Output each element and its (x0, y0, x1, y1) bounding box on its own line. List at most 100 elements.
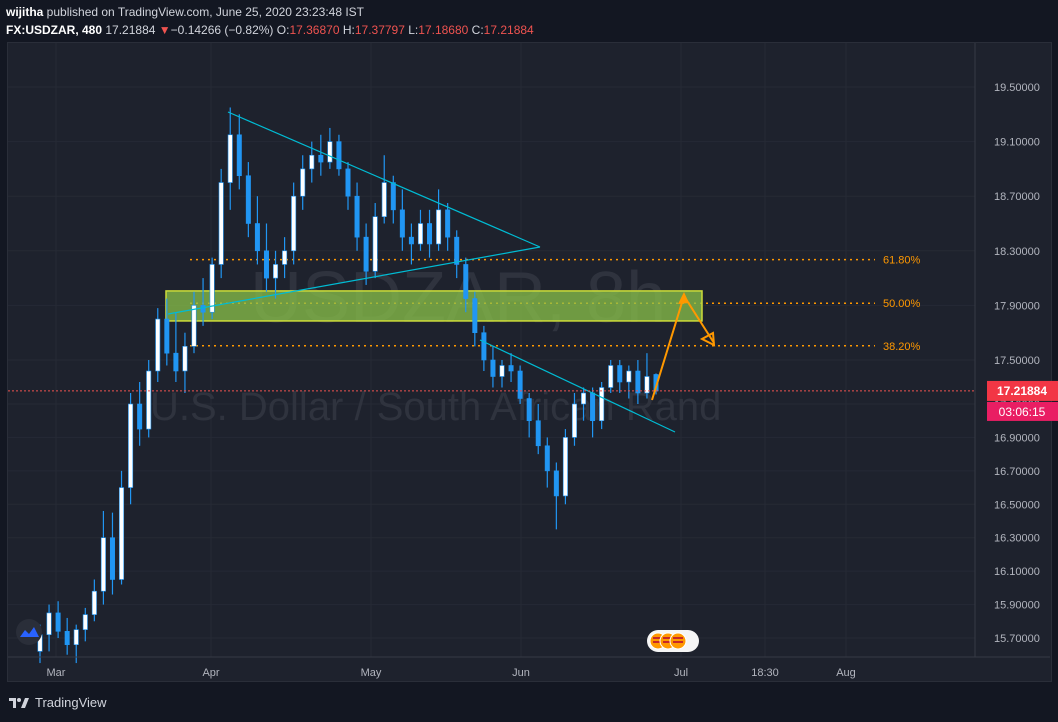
candle[interactable] (191, 291, 197, 354)
candle[interactable] (381, 155, 387, 224)
y-tick-label: 16.90000 (994, 432, 1040, 444)
candle[interactable] (137, 382, 143, 446)
trendline[interactable] (167, 246, 541, 315)
candle[interactable] (499, 360, 505, 388)
candle[interactable] (209, 257, 215, 320)
trendline[interactable] (227, 111, 541, 248)
candle[interactable] (427, 209, 433, 258)
candle-body (508, 365, 514, 372)
candle[interactable] (155, 308, 161, 382)
candle[interactable] (318, 134, 324, 176)
price-chart[interactable]: USDZAR, 8h U.S. Dollar / South African R… (0, 0, 1058, 690)
candle-body (300, 168, 306, 197)
candle[interactable] (417, 209, 423, 251)
candle[interactable] (227, 107, 233, 210)
candle[interactable] (218, 168, 224, 279)
candle[interactable] (490, 346, 496, 388)
candle[interactable] (200, 278, 206, 326)
time-axis: Mar Apr May Jun Jul 18:30 Aug (8, 656, 1050, 679)
candle[interactable] (109, 512, 115, 595)
candle[interactable] (245, 162, 251, 238)
events-badge[interactable] (647, 630, 699, 652)
candle[interactable] (91, 579, 97, 622)
candle[interactable] (100, 510, 106, 605)
candle[interactable] (526, 393, 532, 438)
candle[interactable] (273, 250, 279, 299)
y-tick-label: 17.50000 (994, 355, 1040, 367)
candle[interactable] (55, 601, 61, 638)
chart-frame[interactable] (7, 42, 1052, 682)
tradingview-brand[interactable]: TradingView (8, 695, 107, 710)
candle[interactable] (128, 393, 134, 505)
resistance-zone[interactable] (165, 290, 703, 322)
x-tick-label: Aug (836, 667, 856, 679)
candle[interactable] (354, 182, 360, 251)
candle[interactable] (626, 365, 632, 399)
candle[interactable] (282, 237, 288, 279)
arrow-down-icon (699, 331, 716, 347)
chart-header: wijitha published on TradingView.com, Ju… (0, 0, 1058, 42)
projection-arrows (651, 292, 716, 401)
candle-body (218, 182, 224, 265)
candle[interactable] (164, 298, 170, 366)
tradingview-wordmark: TradingView (35, 695, 107, 710)
candle[interactable] (581, 387, 587, 421)
candle[interactable] (571, 393, 577, 446)
candle[interactable] (590, 387, 596, 438)
candle[interactable] (562, 429, 568, 505)
candle[interactable] (182, 332, 188, 393)
candle[interactable] (291, 182, 297, 265)
candle[interactable] (82, 607, 88, 642)
candle[interactable] (146, 360, 152, 438)
candle-body (55, 612, 61, 632)
candle[interactable] (263, 223, 269, 292)
candle[interactable] (454, 230, 460, 279)
candle[interactable] (553, 462, 559, 530)
candle[interactable] (119, 470, 125, 585)
trendline[interactable] (479, 339, 676, 433)
candle[interactable] (173, 312, 179, 382)
candle[interactable] (327, 127, 333, 169)
candle[interactable] (463, 257, 469, 313)
candle[interactable] (399, 189, 405, 251)
candle[interactable] (517, 365, 523, 405)
symbol-label[interactable]: FX:USDZAR, 480 (6, 23, 103, 37)
candle[interactable] (508, 353, 514, 382)
candle[interactable] (445, 203, 451, 251)
candle[interactable] (363, 223, 369, 285)
candle[interactable] (617, 360, 623, 393)
candle[interactable] (300, 155, 306, 210)
open-label: O: (276, 23, 290, 37)
candle[interactable] (608, 360, 614, 393)
candle[interactable] (599, 382, 605, 430)
candle[interactable] (535, 404, 541, 455)
candle[interactable] (336, 134, 342, 176)
candle-body (345, 168, 351, 197)
candle[interactable] (544, 437, 550, 488)
candle[interactable] (345, 162, 351, 210)
candle[interactable] (372, 203, 378, 279)
candle-body (544, 445, 550, 472)
tv-chart-logo-icon[interactable] (16, 619, 42, 645)
candle[interactable] (436, 189, 442, 251)
fib-level-label: 61.80% (883, 255, 921, 267)
candle[interactable] (64, 617, 70, 655)
candle[interactable] (236, 114, 242, 190)
candle-body (109, 537, 115, 580)
candle-body (182, 346, 188, 372)
candle[interactable] (644, 353, 650, 399)
candle-body (526, 398, 532, 422)
flag-stripe (673, 637, 683, 639)
high-value: 17.37797 (354, 23, 405, 37)
candle[interactable] (46, 604, 52, 652)
candle[interactable] (481, 325, 487, 371)
candle[interactable] (472, 291, 478, 347)
author-name[interactable]: wijitha (6, 5, 44, 19)
candle[interactable] (408, 223, 414, 265)
candle[interactable] (635, 360, 641, 404)
fib-level-label: 50.00% (883, 298, 921, 310)
candle-body (128, 403, 134, 488)
candle-body (408, 236, 414, 245)
candle-body (200, 305, 206, 313)
candle[interactable] (254, 196, 260, 265)
